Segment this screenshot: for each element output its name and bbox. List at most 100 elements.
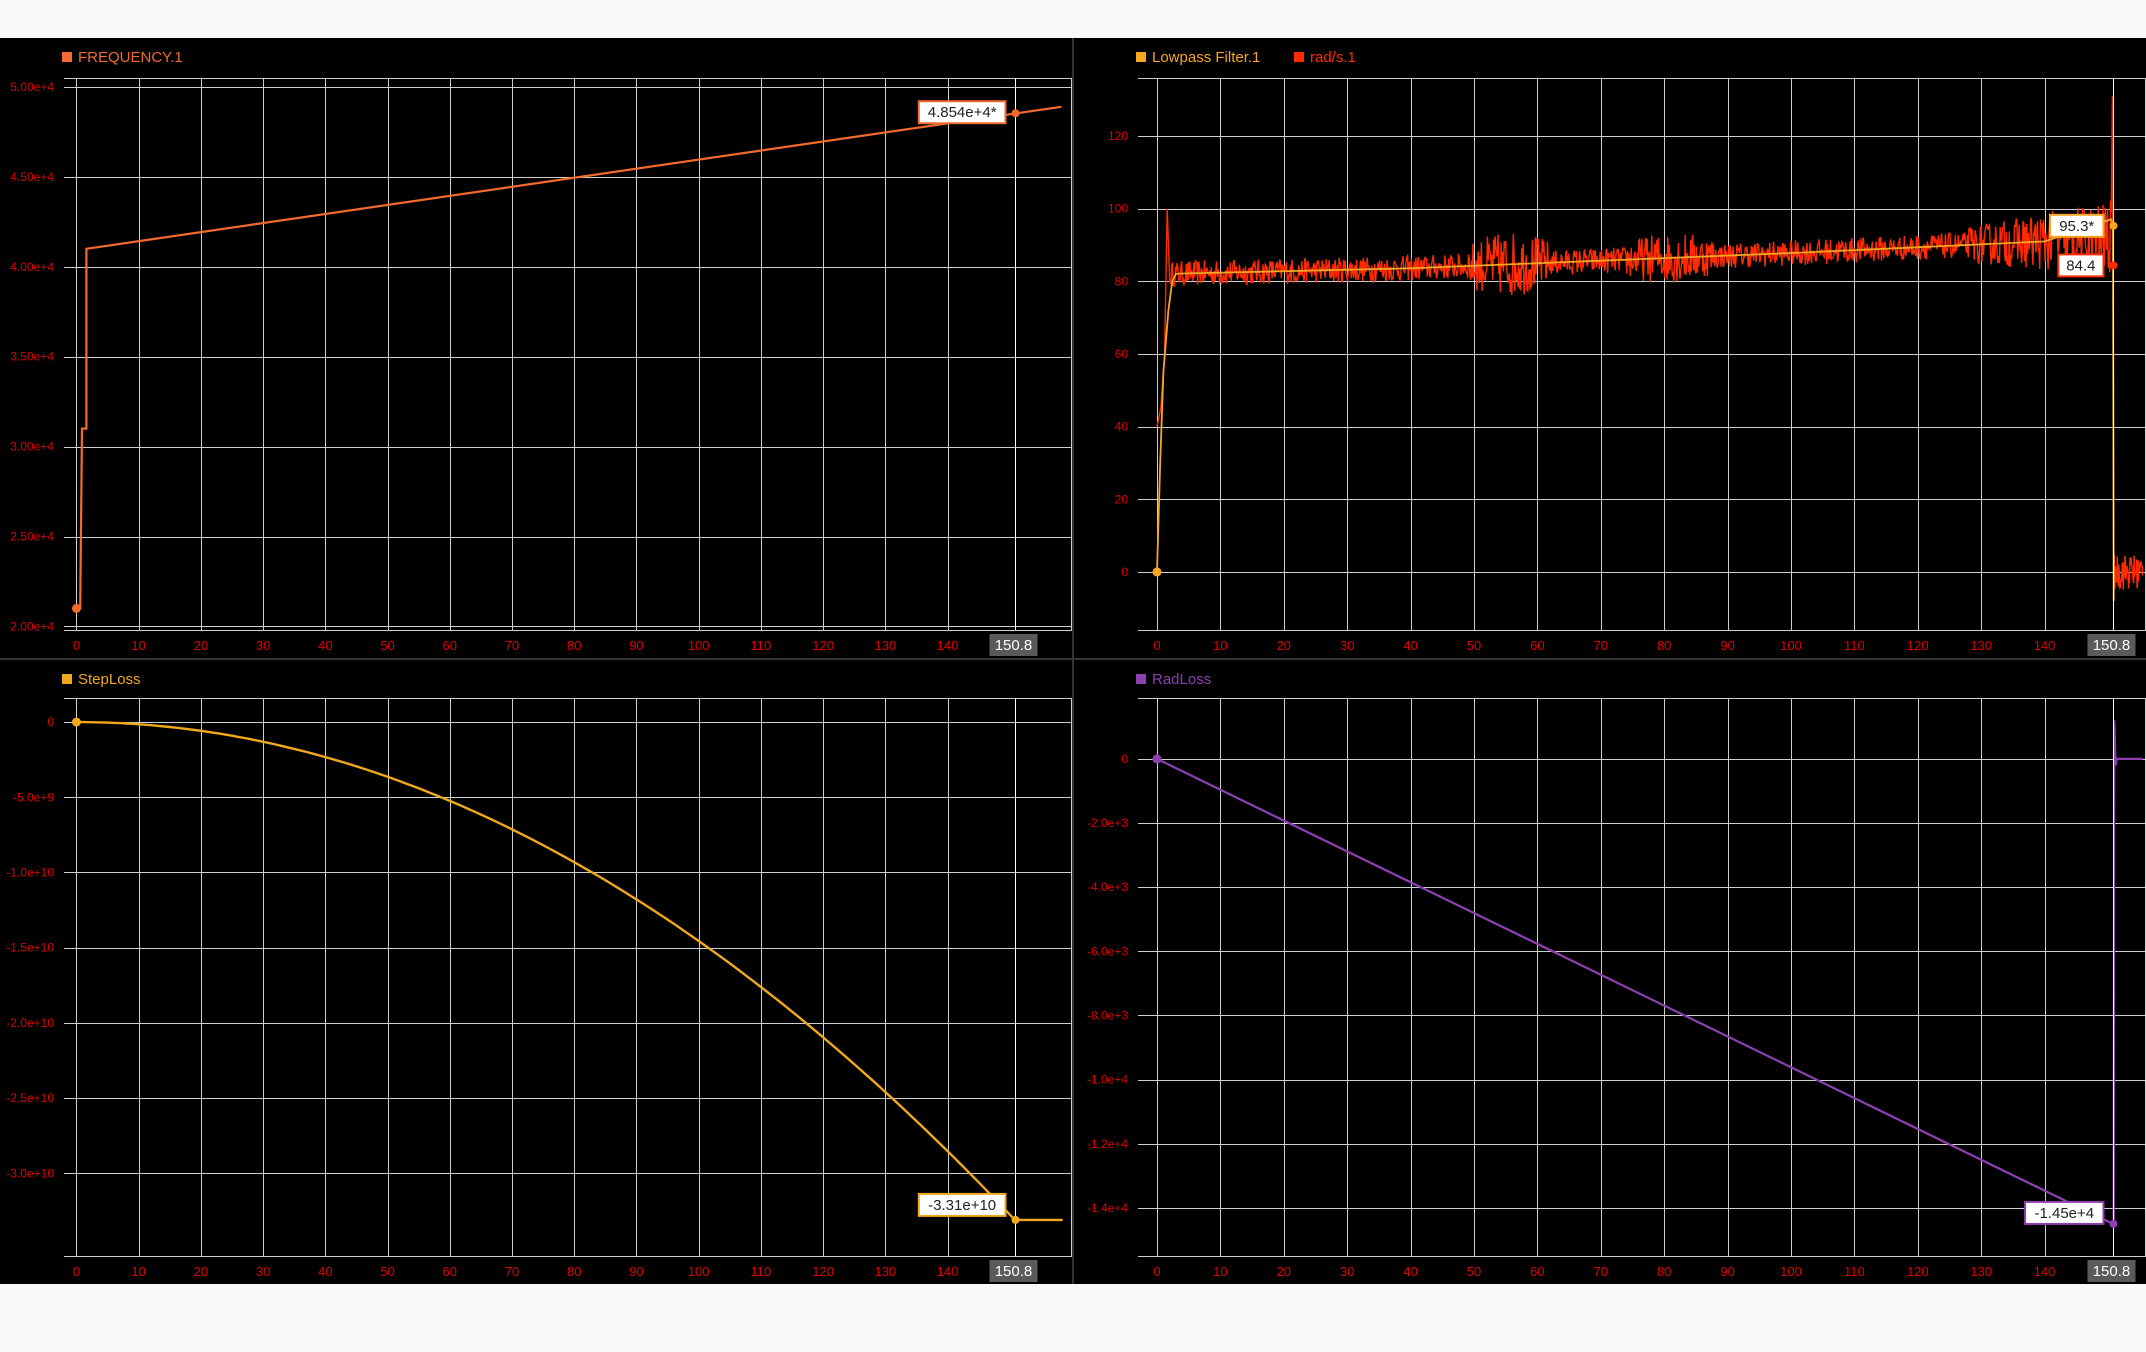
y-tick-label: -4.0e+3 (1087, 880, 1128, 894)
x-tick-label: 30 (1340, 1264, 1354, 1279)
x-tick-label: 0 (1153, 638, 1160, 653)
legend-label[interactable]: RadLoss (1152, 671, 1211, 688)
x-tick-label: 120 (1907, 638, 1929, 653)
legend-swatch (1136, 52, 1146, 62)
readout-value: 95.3* (2059, 218, 2094, 235)
y-tick-label: 80 (1115, 274, 1129, 288)
legend-label[interactable]: rad/s.1 (1310, 49, 1356, 66)
x-tick-label: 90 (629, 1264, 643, 1279)
y-tick-label: -2.0e+3 (1087, 816, 1128, 830)
rads-plot: 0 10 20 30 40 50 60 70 80 90 100 110 120 130 140 0 20 40 6… (1108, 49, 2146, 656)
y-tick-label: 4.50e+4 (10, 170, 54, 184)
readout-box (2024, 1200, 2105, 1225)
plot-window: 0 10 20 30 40 50 60 70 80 90 100 110 120 130 140 2.00e+… (0, 38, 2146, 1284)
x-tick-label: 110 (1844, 638, 1865, 653)
x-tick-label: 60 (443, 638, 457, 653)
x-tick-label: 60 (443, 1264, 457, 1279)
y-tick-label: -1.2e+4 (1087, 1137, 1128, 1151)
x-tick-label: 20 (1277, 1264, 1291, 1279)
y-tick-label: 3.50e+4 (10, 350, 54, 364)
cursor-value: 150.8 (995, 1263, 1033, 1280)
cursor-badge[interactable] (2087, 1260, 2136, 1282)
x-tick-label: 60 (1530, 1264, 1544, 1279)
y-tick-label: 0 (1121, 565, 1128, 579)
cursor-value: 150.8 (995, 637, 1033, 654)
x-tick-label: 90 (1720, 638, 1734, 653)
rads-plot-panel[interactable]: 0 10 20 30 40 50 60 70 80 90 100 110 120 130 140 0 20 40 6… (1074, 38, 2146, 658)
x-tick-label: 10 (131, 638, 145, 653)
y-tick-label: 2.00e+4 (10, 619, 54, 633)
series-line (1156, 96, 2144, 590)
vertical-divider[interactable] (1072, 38, 1074, 1284)
y-tick-label: 3.00e+4 (10, 440, 54, 454)
y-tick-label: -1.0e+4 (1087, 1073, 1128, 1087)
y-tick-label: -1.5e+10 (6, 941, 54, 955)
readout-marker (2109, 221, 2118, 230)
legend-swatch (1294, 52, 1304, 62)
series-group (1156, 720, 2143, 1226)
readout-marker (1011, 1215, 1020, 1224)
series-group (76, 720, 1063, 1222)
x-tick-label: 80 (567, 638, 581, 653)
readout-value: -1.45e+4 (2034, 1205, 2094, 1222)
x-tick-label: 70 (505, 1264, 519, 1279)
legend-label[interactable]: FREQUENCY.1 (78, 49, 183, 66)
series-line (1156, 720, 2143, 1226)
x-tick-label: 100 (688, 1264, 710, 1279)
readout-box (2049, 213, 2105, 238)
readout-marker (2109, 261, 2118, 270)
legend-swatch (62, 52, 72, 62)
x-tick-label: 0 (73, 1264, 80, 1279)
x-tick-label: 100 (1780, 1264, 1802, 1279)
x-tick-label: 140 (937, 1264, 959, 1279)
frequency-plot-panel[interactable]: 0 10 20 30 40 50 60 70 80 90 100 110 120 130 140 2.00e+… (0, 38, 1072, 658)
grid (64, 698, 1072, 1257)
y-tick-label: -3.0e+10 (6, 1166, 54, 1180)
legend-label[interactable]: Lowpass Filter.1 (1152, 49, 1260, 66)
x-tick-label: 20 (194, 1264, 208, 1279)
y-tick-label: 2.50e+4 (10, 530, 54, 544)
x-tick-label: 30 (1340, 638, 1354, 653)
steploss-plot-panel[interactable]: 0 10 20 30 40 50 60 70 80 90 100 110 120 130 140 0 -5.0e… (0, 660, 1072, 1284)
x-tick-label: 110 (751, 1264, 772, 1279)
grid (1138, 698, 2146, 1257)
y-tick-label: 0 (47, 715, 54, 729)
x-tick-label: 70 (505, 638, 519, 653)
x-tick-label: 100 (688, 638, 710, 653)
y-tick-label: -8.0e+3 (1087, 1008, 1128, 1022)
x-tick-label: 120 (812, 1264, 834, 1279)
frequency-plot: 0 10 20 30 40 50 60 70 80 90 100 110 120 130 140 2.00e+… (10, 49, 1072, 656)
x-tick-label: 40 (1403, 1264, 1417, 1279)
steploss-plot: 0 10 20 30 40 50 60 70 80 90 100 110 120 130 140 0 -5.0e… (6, 671, 1072, 1282)
y-tick-label: 60 (1115, 347, 1129, 361)
readout-value: 4.854e+4* (928, 104, 997, 121)
y-tick-label: 0 (1121, 752, 1128, 766)
y-tick-label: 4.00e+4 (10, 260, 54, 274)
start-marker (71, 603, 81, 613)
horizontal-divider[interactable] (0, 658, 2146, 660)
cursor-value: 150.8 (2093, 637, 2131, 654)
cursor-badge[interactable] (989, 1260, 1038, 1282)
y-tick-label: -2.0e+10 (6, 1016, 54, 1030)
x-tick-label: 80 (1657, 638, 1671, 653)
cursor-badge[interactable] (2087, 634, 2136, 656)
y-tick-label: -1.0e+10 (6, 865, 54, 879)
cursor-badge[interactable] (989, 634, 1038, 656)
x-tick-label: 80 (567, 1264, 581, 1279)
start-marker (71, 717, 81, 727)
x-tick-label: 30 (256, 1264, 270, 1279)
x-tick-label: 20 (1277, 638, 1291, 653)
readout-marker (1011, 109, 1020, 118)
x-tick-label: 50 (1467, 1264, 1481, 1279)
y-tick-label: 5.00e+4 (10, 80, 54, 94)
series-line (76, 720, 1063, 1222)
legend-label[interactable]: StepLoss (78, 671, 141, 688)
radloss-plot-panel[interactable]: 0 10 20 30 40 50 60 70 80 90 100 110 120 130 140 0 -2.0e… (1074, 660, 2146, 1284)
readout-box (917, 100, 1007, 125)
y-tick-label: -1.4e+4 (1087, 1201, 1128, 1215)
x-tick-label: 20 (194, 638, 208, 653)
x-tick-label: 140 (937, 638, 959, 653)
x-tick-label: 70 (1594, 638, 1608, 653)
readout-value: -3.31e+10 (928, 1197, 996, 1214)
x-tick-label: 40 (318, 638, 332, 653)
